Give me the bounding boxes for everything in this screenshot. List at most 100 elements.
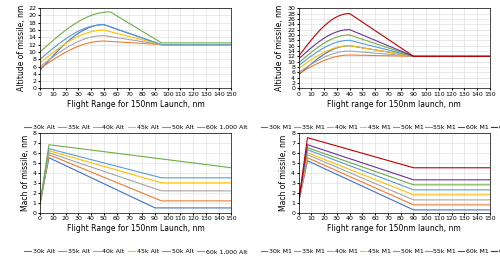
Line: 30k M1: 30k M1 <box>298 46 490 75</box>
35k M1 <box>296 72 302 75</box>
35k M1 <box>440 55 446 58</box>
60k M1 <box>440 178 446 182</box>
50k M1 <box>408 188 414 191</box>
40k Alt <box>150 42 156 45</box>
55k M1 <box>346 33 352 37</box>
Line: 35k M1: 35k M1 <box>298 158 490 205</box>
30k M1 <box>296 201 302 204</box>
40k Alt <box>182 189 188 192</box>
60k M1 <box>408 54 414 57</box>
50k M1 <box>330 158 336 161</box>
30k Alt <box>228 43 234 46</box>
30k Alt <box>46 156 52 159</box>
60k M1.6 <box>408 166 414 169</box>
Legend: 30k Alt, 35k Alt, 40k Alt, 45k Alt, 50k Alt, 60k 1,000 Alt: 30k Alt, 35k Alt, 40k Alt, 45k Alt, 50k … <box>22 122 250 132</box>
45k Alt <box>37 202 43 206</box>
40k M1 <box>382 186 388 190</box>
35k Alt <box>150 43 156 46</box>
35k Alt <box>124 41 130 44</box>
50k M1 <box>440 55 446 58</box>
50k M1 <box>487 55 493 58</box>
50k Alt <box>124 31 130 34</box>
X-axis label: Flight range for 150nm launch, nm: Flight range for 150nm launch, nm <box>328 224 461 233</box>
50k M1 <box>344 39 350 42</box>
50k Alt <box>46 147 52 150</box>
60k M1 <box>487 178 493 182</box>
45k Alt <box>150 179 156 182</box>
30k M1 <box>424 208 430 212</box>
40k M1 <box>487 198 493 201</box>
30k Alt <box>150 206 156 209</box>
30k Alt <box>166 206 172 210</box>
60k M1 <box>382 43 388 46</box>
50k M1 <box>296 64 302 67</box>
40k Alt <box>228 43 234 46</box>
50k Alt <box>71 154 77 157</box>
60k M1 <box>440 55 446 58</box>
30k M1 <box>344 44 350 47</box>
Line: 35k M1: 35k M1 <box>298 55 490 74</box>
30k M1 <box>440 55 446 58</box>
60k M1.6 <box>330 18 336 21</box>
Line: 35k Alt: 35k Alt <box>40 155 232 204</box>
45k Alt <box>124 34 130 38</box>
60k 1,000 Alt <box>107 10 113 13</box>
Line: 40k Alt: 40k Alt <box>40 35 232 67</box>
30k M1 <box>408 54 414 58</box>
30k M1 <box>345 178 351 181</box>
50k M1 <box>424 55 430 58</box>
50k M1 <box>382 48 388 51</box>
45k M1 <box>296 201 302 204</box>
Line: 45k Alt: 45k Alt <box>40 151 232 204</box>
30k M1 <box>330 171 336 174</box>
35k M1 <box>304 156 310 159</box>
30k Alt <box>228 206 234 210</box>
30k M1 <box>382 195 388 198</box>
45k Alt <box>150 41 156 44</box>
40k Alt <box>71 42 77 45</box>
55k M1 <box>382 173 388 177</box>
35k Alt <box>182 43 188 46</box>
30k M1 <box>487 55 493 58</box>
60k M1 <box>382 169 388 172</box>
30k Alt <box>100 23 106 26</box>
30k M1 <box>382 50 388 53</box>
60k M1.6 <box>440 55 446 58</box>
55k M1 <box>440 55 446 58</box>
55k M1 <box>296 61 302 65</box>
35k Alt <box>228 199 234 203</box>
35k M1 <box>330 56 336 59</box>
55k M1 <box>345 160 351 164</box>
60k M1 <box>408 178 414 181</box>
35k Alt <box>100 39 106 43</box>
50k M1 <box>346 39 352 42</box>
50k M1 <box>408 54 414 58</box>
60k M1.6 <box>344 12 350 15</box>
50k Alt <box>100 23 106 26</box>
60k M1.6 <box>408 54 414 57</box>
40k Alt <box>165 43 171 46</box>
60k M1 <box>424 178 430 182</box>
Y-axis label: Mach of missile, nm: Mach of missile, nm <box>21 135 30 211</box>
Line: 60k 1,000 Alt: 60k 1,000 Alt <box>40 145 232 204</box>
40k M1 <box>296 201 302 204</box>
35k Alt <box>228 43 234 46</box>
35k Alt <box>86 170 92 173</box>
40k Alt <box>124 38 130 41</box>
35k Alt <box>71 46 77 50</box>
60k M1 <box>345 156 351 160</box>
45k Alt <box>228 43 234 46</box>
40k Alt <box>165 189 171 192</box>
55k M1 <box>304 146 310 149</box>
50k Alt <box>150 174 156 177</box>
50k M1 <box>487 188 493 191</box>
35k M1 <box>424 55 430 58</box>
Line: 45k Alt: 45k Alt <box>40 30 232 63</box>
35k M1 <box>346 54 352 57</box>
45k M1 <box>330 47 336 51</box>
45k M1 <box>344 44 350 47</box>
40k M1 <box>408 55 414 58</box>
60k 1,000 Alt <box>37 50 43 54</box>
30k M1 <box>408 207 414 211</box>
60k 1,000 Alt <box>71 23 77 26</box>
